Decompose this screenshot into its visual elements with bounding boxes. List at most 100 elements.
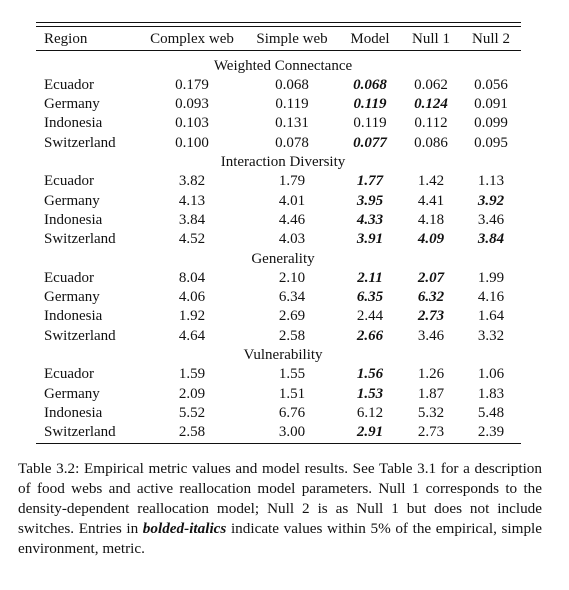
column-header: Null 1 bbox=[412, 30, 450, 47]
value-cell: 4.06 bbox=[178, 289, 206, 306]
value-cell: 1.26 bbox=[417, 366, 445, 383]
value-cell: 6.12 bbox=[356, 404, 384, 421]
value-cell: 2.91 bbox=[356, 424, 384, 441]
value-cell: 1.77 bbox=[356, 173, 384, 190]
region-cell: Ecuador bbox=[44, 76, 94, 93]
value-cell: 1.56 bbox=[356, 366, 384, 383]
value-cell: 2.58 bbox=[278, 327, 306, 344]
value-cell: 4.13 bbox=[178, 192, 206, 209]
region-cell: Ecuador bbox=[44, 173, 94, 190]
column-header: Region bbox=[44, 30, 88, 47]
region-cell: Ecuador bbox=[44, 366, 94, 383]
value-cell: 0.131 bbox=[275, 115, 309, 132]
region-cell: Indonesia bbox=[44, 115, 103, 132]
value-cell: 4.16 bbox=[477, 289, 505, 306]
value-cell: 3.82 bbox=[178, 173, 206, 190]
column-header: Simple web bbox=[256, 30, 328, 47]
value-cell: 0.095 bbox=[474, 134, 508, 151]
value-cell: 2.10 bbox=[278, 269, 306, 286]
column-header: Complex web bbox=[150, 30, 234, 47]
value-cell: 3.84 bbox=[477, 231, 505, 248]
value-cell: 1.79 bbox=[278, 173, 306, 190]
value-cell: 1.13 bbox=[477, 173, 505, 190]
value-cell: 4.64 bbox=[178, 327, 206, 344]
value-cell: 4.52 bbox=[178, 231, 206, 248]
value-cell: 2.69 bbox=[278, 308, 306, 325]
value-cell: 1.87 bbox=[417, 385, 445, 402]
value-cell: 0.078 bbox=[275, 134, 309, 151]
caption-text: Table 3.2: Empirical metric values and m… bbox=[18, 460, 542, 537]
region-cell: Switzerland bbox=[44, 327, 116, 344]
caption-text: indicate values within 5% of the empiric… bbox=[18, 520, 543, 557]
value-cell: 0.119 bbox=[275, 96, 309, 113]
value-cell: 0.077 bbox=[353, 134, 387, 151]
value-cell: 2.44 bbox=[356, 308, 384, 325]
region-cell: Indonesia bbox=[44, 211, 103, 228]
section-title: Generality bbox=[251, 250, 315, 267]
value-cell: 6.76 bbox=[278, 404, 306, 421]
value-cell: 0.062 bbox=[414, 76, 448, 93]
region-cell: Indonesia bbox=[44, 308, 103, 325]
value-cell: 3.32 bbox=[477, 327, 505, 344]
value-cell: 2.66 bbox=[356, 327, 384, 344]
value-cell: 0.179 bbox=[175, 76, 209, 93]
value-cell: 0.086 bbox=[414, 134, 448, 151]
value-cell: 4.18 bbox=[417, 211, 445, 228]
value-cell: 3.95 bbox=[356, 192, 384, 209]
value-cell: 4.33 bbox=[356, 211, 384, 228]
value-cell: 0.099 bbox=[474, 115, 508, 132]
value-cell: 1.92 bbox=[178, 308, 206, 325]
value-cell: 0.056 bbox=[474, 76, 508, 93]
region-cell: Germany bbox=[44, 96, 100, 113]
value-cell: 2.73 bbox=[417, 424, 445, 441]
value-cell: 1.83 bbox=[477, 385, 505, 402]
value-cell: 0.119 bbox=[353, 115, 387, 132]
region-cell: Switzerland bbox=[44, 134, 116, 151]
value-cell: 0.119 bbox=[353, 96, 387, 113]
region-cell: Ecuador bbox=[44, 269, 94, 286]
value-cell: 0.112 bbox=[414, 115, 448, 132]
value-cell: 8.04 bbox=[178, 269, 206, 286]
value-cell: 4.09 bbox=[417, 231, 445, 248]
value-cell: 2.39 bbox=[477, 424, 505, 441]
value-cell: 3.84 bbox=[178, 211, 206, 228]
value-cell: 4.03 bbox=[278, 231, 306, 248]
value-cell: 6.32 bbox=[417, 289, 445, 306]
region-cell: Switzerland bbox=[44, 231, 116, 248]
value-cell: 2.09 bbox=[178, 385, 206, 402]
value-cell: 5.48 bbox=[477, 404, 505, 421]
value-cell: 0.068 bbox=[275, 76, 309, 93]
value-cell: 4.41 bbox=[417, 192, 445, 209]
value-cell: 3.46 bbox=[417, 327, 445, 344]
value-cell: 1.51 bbox=[278, 385, 306, 402]
section-title: Vulnerability bbox=[243, 347, 323, 363]
value-cell: 3.00 bbox=[278, 424, 306, 441]
value-cell: 0.091 bbox=[474, 96, 508, 113]
column-header: Model bbox=[350, 30, 390, 47]
value-cell: 5.32 bbox=[417, 404, 445, 421]
value-cell: 2.07 bbox=[417, 269, 445, 286]
column-header: Null 2 bbox=[472, 30, 510, 47]
value-cell: 3.91 bbox=[356, 231, 384, 248]
value-cell: 6.34 bbox=[278, 289, 306, 306]
value-cell: 1.53 bbox=[356, 385, 384, 402]
top-rule bbox=[36, 22, 521, 24]
header-rule bbox=[36, 50, 521, 51]
value-cell: 2.58 bbox=[178, 424, 206, 441]
value-cell: 1.64 bbox=[477, 308, 505, 325]
region-cell: Switzerland bbox=[44, 424, 116, 441]
value-cell: 6.35 bbox=[356, 289, 384, 306]
region-cell: Germany bbox=[44, 385, 100, 402]
caption-emphasis: bolded-italics bbox=[142, 520, 227, 537]
value-cell: 0.100 bbox=[175, 134, 209, 151]
value-cell: 1.55 bbox=[278, 366, 306, 383]
value-cell: 1.42 bbox=[417, 173, 445, 190]
section-title: Interaction Diversity bbox=[220, 154, 346, 170]
bottom-rule bbox=[36, 443, 521, 445]
value-cell: 1.06 bbox=[477, 366, 505, 383]
value-cell: 4.01 bbox=[278, 192, 306, 209]
region-cell: Germany bbox=[44, 289, 100, 306]
value-cell: 4.46 bbox=[278, 211, 306, 228]
value-cell: 5.52 bbox=[178, 404, 206, 421]
